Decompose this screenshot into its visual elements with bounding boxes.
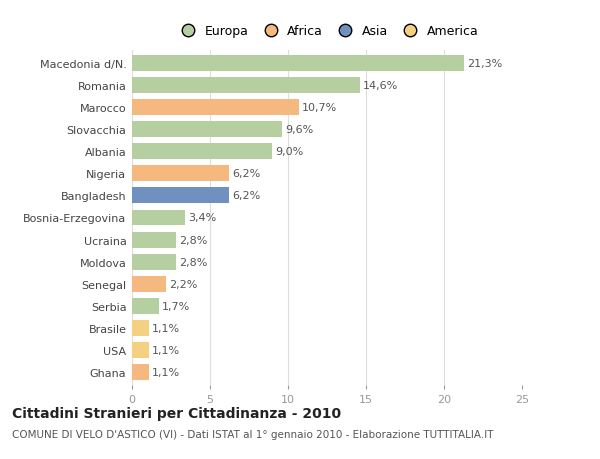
Bar bbox=[132, 166, 229, 182]
Bar bbox=[132, 56, 464, 72]
Bar bbox=[132, 254, 176, 270]
Bar bbox=[132, 122, 282, 138]
Bar bbox=[132, 276, 166, 292]
Bar bbox=[132, 210, 185, 226]
Text: 9,0%: 9,0% bbox=[275, 147, 304, 157]
Bar bbox=[132, 188, 229, 204]
Text: 2,8%: 2,8% bbox=[179, 257, 207, 267]
Bar bbox=[132, 144, 272, 160]
Text: 14,6%: 14,6% bbox=[363, 81, 398, 91]
Text: 21,3%: 21,3% bbox=[467, 59, 503, 69]
Text: 1,1%: 1,1% bbox=[152, 345, 181, 355]
Text: 3,4%: 3,4% bbox=[188, 213, 217, 223]
Text: 2,2%: 2,2% bbox=[169, 279, 198, 289]
Text: 1,7%: 1,7% bbox=[161, 301, 190, 311]
Bar bbox=[132, 364, 149, 380]
Text: 6,2%: 6,2% bbox=[232, 169, 260, 179]
Text: 1,1%: 1,1% bbox=[152, 323, 181, 333]
Text: 2,8%: 2,8% bbox=[179, 235, 207, 245]
Text: 1,1%: 1,1% bbox=[152, 367, 181, 377]
Bar bbox=[132, 232, 176, 248]
Text: 6,2%: 6,2% bbox=[232, 191, 260, 201]
Text: 9,6%: 9,6% bbox=[285, 125, 313, 135]
Text: Cittadini Stranieri per Cittadinanza - 2010: Cittadini Stranieri per Cittadinanza - 2… bbox=[12, 406, 341, 420]
Bar bbox=[132, 298, 158, 314]
Bar bbox=[132, 100, 299, 116]
Text: COMUNE DI VELO D'ASTICO (VI) - Dati ISTAT al 1° gennaio 2010 - Elaborazione TUTT: COMUNE DI VELO D'ASTICO (VI) - Dati ISTA… bbox=[12, 429, 493, 439]
Legend: Europa, Africa, Asia, America: Europa, Africa, Asia, America bbox=[170, 20, 484, 43]
Bar bbox=[132, 320, 149, 336]
Text: 10,7%: 10,7% bbox=[302, 103, 337, 113]
Bar bbox=[132, 342, 149, 358]
Bar bbox=[132, 78, 360, 94]
